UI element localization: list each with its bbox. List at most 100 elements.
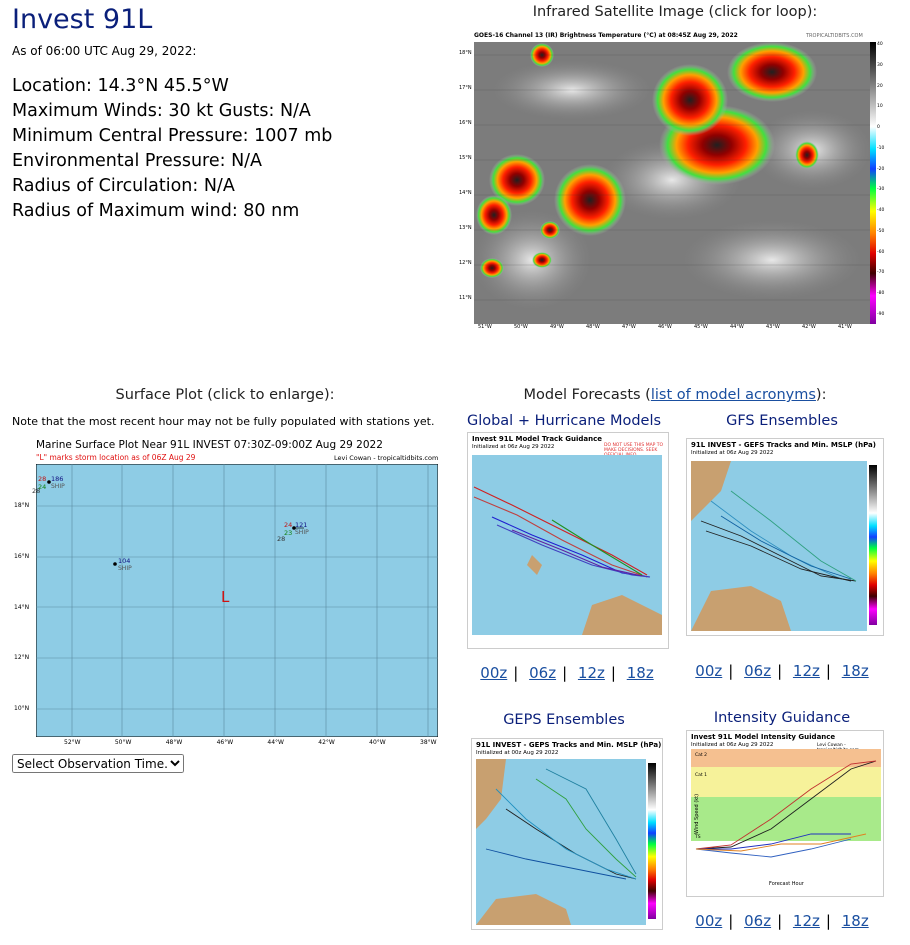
intensity-image[interactable]: Invest 91L Model Intensity Guidance Init…: [686, 730, 884, 897]
latitude-tick-label: 12°N: [14, 654, 30, 662]
station-pressure: 104: [118, 557, 131, 565]
run-separator: |: [777, 662, 783, 680]
run-18z-link[interactable]: 18z: [626, 664, 654, 682]
station-dew: 24: [38, 483, 47, 491]
satellite-image-title: GOES-16 Channel 13 (IR) Brightness Tempe…: [474, 32, 738, 39]
longitude-tick-label: 47°W: [622, 324, 636, 330]
run-separator: |: [728, 662, 734, 680]
latitude-tick-label: 15°N: [459, 155, 472, 161]
scale-tick-label: -80: [877, 291, 885, 297]
intensity-heading: Intensity Guidance: [713, 710, 851, 726]
scale-tick-label: -50: [877, 228, 885, 234]
station-extra: 28: [277, 535, 286, 543]
scale-tick-label: 0: [877, 125, 880, 131]
latitude-tick-label: 18°N: [459, 50, 472, 56]
latitude-tick-label: 11°N: [459, 295, 472, 301]
latitude-tick-label: 16°N: [459, 120, 472, 126]
run-00z-link[interactable]: 00z: [480, 664, 508, 682]
page-title: Invest 91L: [12, 4, 153, 35]
longitude-tick-label: 51°W: [478, 324, 492, 330]
gefs-runs: 00z | 06z | 12z | 18z: [684, 662, 880, 680]
run-06z-link[interactable]: 06z: [744, 912, 772, 930]
latitude-tick-label: 13°N: [459, 225, 472, 231]
geps-heading: GEPS Ensembles: [503, 712, 625, 728]
band-cat1-label: Cat 1: [695, 773, 707, 778]
longitude-tick-label: 50°W: [114, 739, 132, 746]
run-12z-link[interactable]: 12z: [792, 662, 820, 680]
surface-lon-axis: 52°W 50°W 48°W 46°W 44°W 42°W 40°W 38°W: [36, 739, 438, 749]
geps-image-title: 91L INVEST - GEPS Tracks and Min. MSLP (…: [476, 741, 662, 749]
intensity-image-sub: Initialized at 06z Aug 29 2022: [691, 742, 774, 748]
run-12z-link[interactable]: 12z: [577, 664, 605, 682]
satellite-lon-axis: 51°W 50°W 49°W 48°W 47°W 46°W 45°W 44°W 43°W 42°W…: [472, 324, 872, 332]
storm-location-marker: L: [221, 588, 230, 606]
satellite-image[interactable]: GOES-16 Channel 13 (IR) Brightness Tempe…: [459, 30, 887, 330]
global-models-image[interactable]: Invest 91L Model Track Guidance Initiali…: [467, 432, 669, 649]
run-separator: |: [825, 912, 831, 930]
model-acronyms-link[interactable]: list of model acronyms: [650, 387, 816, 403]
global-models-image-title: Invest 91L Model Track Guidance: [472, 435, 603, 443]
as-of-timestamp: As of 06:00 UTC Aug 29, 2022:: [12, 44, 197, 58]
intensity-ylabel: Wind Speed (kt): [694, 793, 701, 835]
scale-tick-label: -60: [877, 249, 885, 255]
run-separator: |: [513, 664, 519, 682]
run-18z-link[interactable]: 18z: [841, 662, 869, 680]
scale-tick-label: -30: [877, 187, 885, 193]
satellite-credit: TROPICALTIDBITS.COM: [806, 33, 863, 39]
satellite-lat-axis: 18°N 17°N 16°N 15°N 14°N 13°N 12°N 11°N: [459, 30, 473, 328]
station-extra: 28: [32, 487, 41, 495]
run-separator: |: [825, 662, 831, 680]
station-pressure: 186: [51, 475, 64, 483]
observation-time-select[interactable]: Select Observation Time...: [12, 754, 184, 773]
longitude-tick-label: 50°W: [514, 324, 528, 330]
intensity-xlabel: Forecast Hour: [769, 881, 804, 887]
latitude-tick-label: 18°N: [14, 502, 30, 509]
latitude-tick-label: 10°N: [14, 705, 30, 712]
station-id: SHIP: [51, 483, 65, 490]
models-caption-suffix: ):: [815, 387, 827, 403]
run-18z-link[interactable]: 18z: [841, 912, 869, 930]
global-models-image-sub: Initialized at 06z Aug 29 2022: [472, 444, 555, 450]
surface-note: Note that the most recent hour may not b…: [12, 415, 435, 428]
stat-min-pressure: Minimum Central Pressure: 1007 mb: [12, 126, 333, 146]
run-06z-link[interactable]: 06z: [529, 664, 557, 682]
global-models-runs: 00z | 06z | 12z | 18z: [467, 664, 667, 682]
station-dew: 23: [284, 529, 293, 537]
surface-plot-image[interactable]: Marine Surface Plot Near 91L INVEST 07:3…: [14, 437, 442, 749]
latitude-tick-label: 14°N: [14, 603, 30, 611]
run-00z-link[interactable]: 00z: [695, 662, 723, 680]
satellite-color-scale: 40 30 20 10 0 -10 -20 -30 -40 -50 -60 -70 -80 -90: [877, 42, 887, 324]
stat-max-winds: Maximum Winds: 30 kt Gusts: N/A: [12, 101, 311, 121]
geps-image[interactable]: 91L INVEST - GEPS Tracks and Min. MSLP (…: [471, 738, 663, 930]
surface-plot-subtitle: "L" marks storm location as of 06Z Aug 2…: [36, 453, 196, 462]
surface-lat-axis: 18°N 16°N 14°N 12°N 10°N: [14, 464, 35, 737]
surface-plot-title: Marine Surface Plot Near 91L INVEST 07:3…: [36, 439, 383, 451]
scale-tick-label: -10: [877, 145, 885, 151]
longitude-tick-label: 48°W: [586, 324, 600, 330]
global-models-heading: Global + Hurricane Models: [466, 413, 662, 429]
gefs-image-title: 91L INVEST - GEFS Tracks and Min. MSLP (…: [691, 441, 876, 449]
station-temp: 24: [284, 521, 293, 529]
run-00z-link[interactable]: 00z: [695, 912, 723, 930]
longitude-tick-label: 44°W: [267, 739, 284, 746]
latitude-tick-label: 14°N: [459, 190, 472, 196]
longitude-tick-label: 46°W: [658, 324, 672, 330]
longitude-tick-label: 38°W: [420, 739, 437, 746]
models-caption-prefix: Model Forecasts (: [523, 387, 651, 403]
run-12z-link[interactable]: 12z: [792, 912, 820, 930]
stat-radius-max-wind: Radius of Maximum wind: 80 nm: [12, 201, 300, 221]
gefs-heading: GFS Ensembles: [726, 413, 838, 429]
band-ts-label: TS: [695, 835, 701, 840]
band-cat2-label: Cat 2: [695, 753, 707, 758]
longitude-tick-label: 46°W: [216, 739, 234, 746]
gefs-image[interactable]: 91L INVEST - GEFS Tracks and Min. MSLP (…: [686, 438, 884, 636]
longitude-tick-label: 49°W: [550, 324, 564, 330]
run-06z-link[interactable]: 06z: [744, 662, 772, 680]
station-id: SHIP: [118, 565, 132, 572]
scale-tick-label: -90: [877, 312, 885, 317]
longitude-tick-label: 52°W: [64, 739, 81, 746]
scale-tick-label: 10: [877, 104, 883, 110]
longitude-tick-label: 40°W: [369, 739, 386, 746]
longitude-tick-label: 41°W: [838, 324, 852, 330]
run-separator: |: [777, 912, 783, 930]
